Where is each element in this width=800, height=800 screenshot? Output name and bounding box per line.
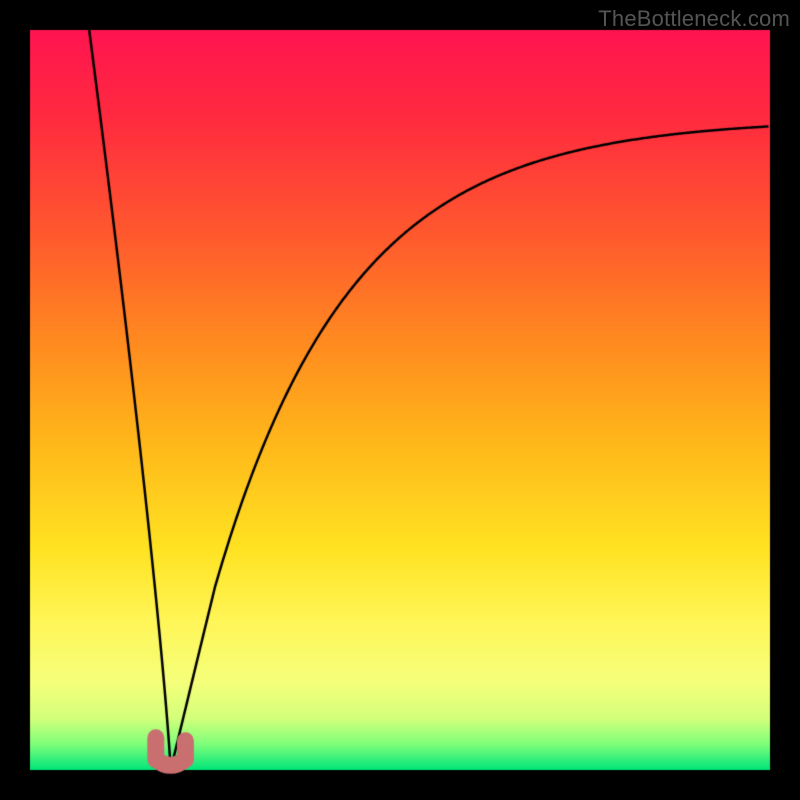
chart-canvas — [0, 0, 800, 800]
watermark-text: TheBottleneck.com — [598, 6, 790, 32]
bottleneck-chart: TheBottleneck.com — [0, 0, 800, 800]
